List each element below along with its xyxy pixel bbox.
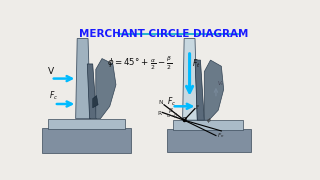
Text: $F_t$: $F_t$ (192, 57, 201, 70)
Polygon shape (87, 64, 97, 119)
Text: N: N (159, 100, 163, 105)
Text: $\alpha\!-\!\beta$: $\alpha\!-\!\beta$ (165, 111, 178, 120)
Polygon shape (183, 39, 197, 120)
Text: R: R (157, 111, 161, 116)
Bar (183, 117, 186, 120)
Polygon shape (76, 39, 90, 119)
Polygon shape (93, 96, 98, 108)
Text: $\phi$: $\phi$ (206, 116, 212, 125)
Text: $F_c$: $F_c$ (167, 96, 176, 108)
Text: $F_c$: $F_c$ (49, 89, 59, 102)
Text: $V_c$: $V_c$ (218, 79, 225, 88)
Text: MERCHANT CIRCLE DIAGRAM: MERCHANT CIRCLE DIAGRAM (79, 28, 249, 39)
Polygon shape (96, 58, 116, 119)
Polygon shape (204, 60, 224, 120)
Polygon shape (195, 60, 204, 120)
Bar (48, 119, 125, 129)
Text: F: F (196, 105, 199, 110)
Bar (173, 120, 243, 130)
Text: $F_n$: $F_n$ (217, 131, 224, 140)
Bar (42, 128, 131, 152)
Text: $\phi = 45° +\,\frac{\alpha}{2} - \frac{\beta}{2}$: $\phi = 45° +\,\frac{\alpha}{2} - \frac{… (107, 54, 172, 72)
Text: $\beta$: $\beta$ (168, 106, 174, 115)
Bar (167, 129, 251, 152)
Text: V: V (48, 67, 54, 76)
